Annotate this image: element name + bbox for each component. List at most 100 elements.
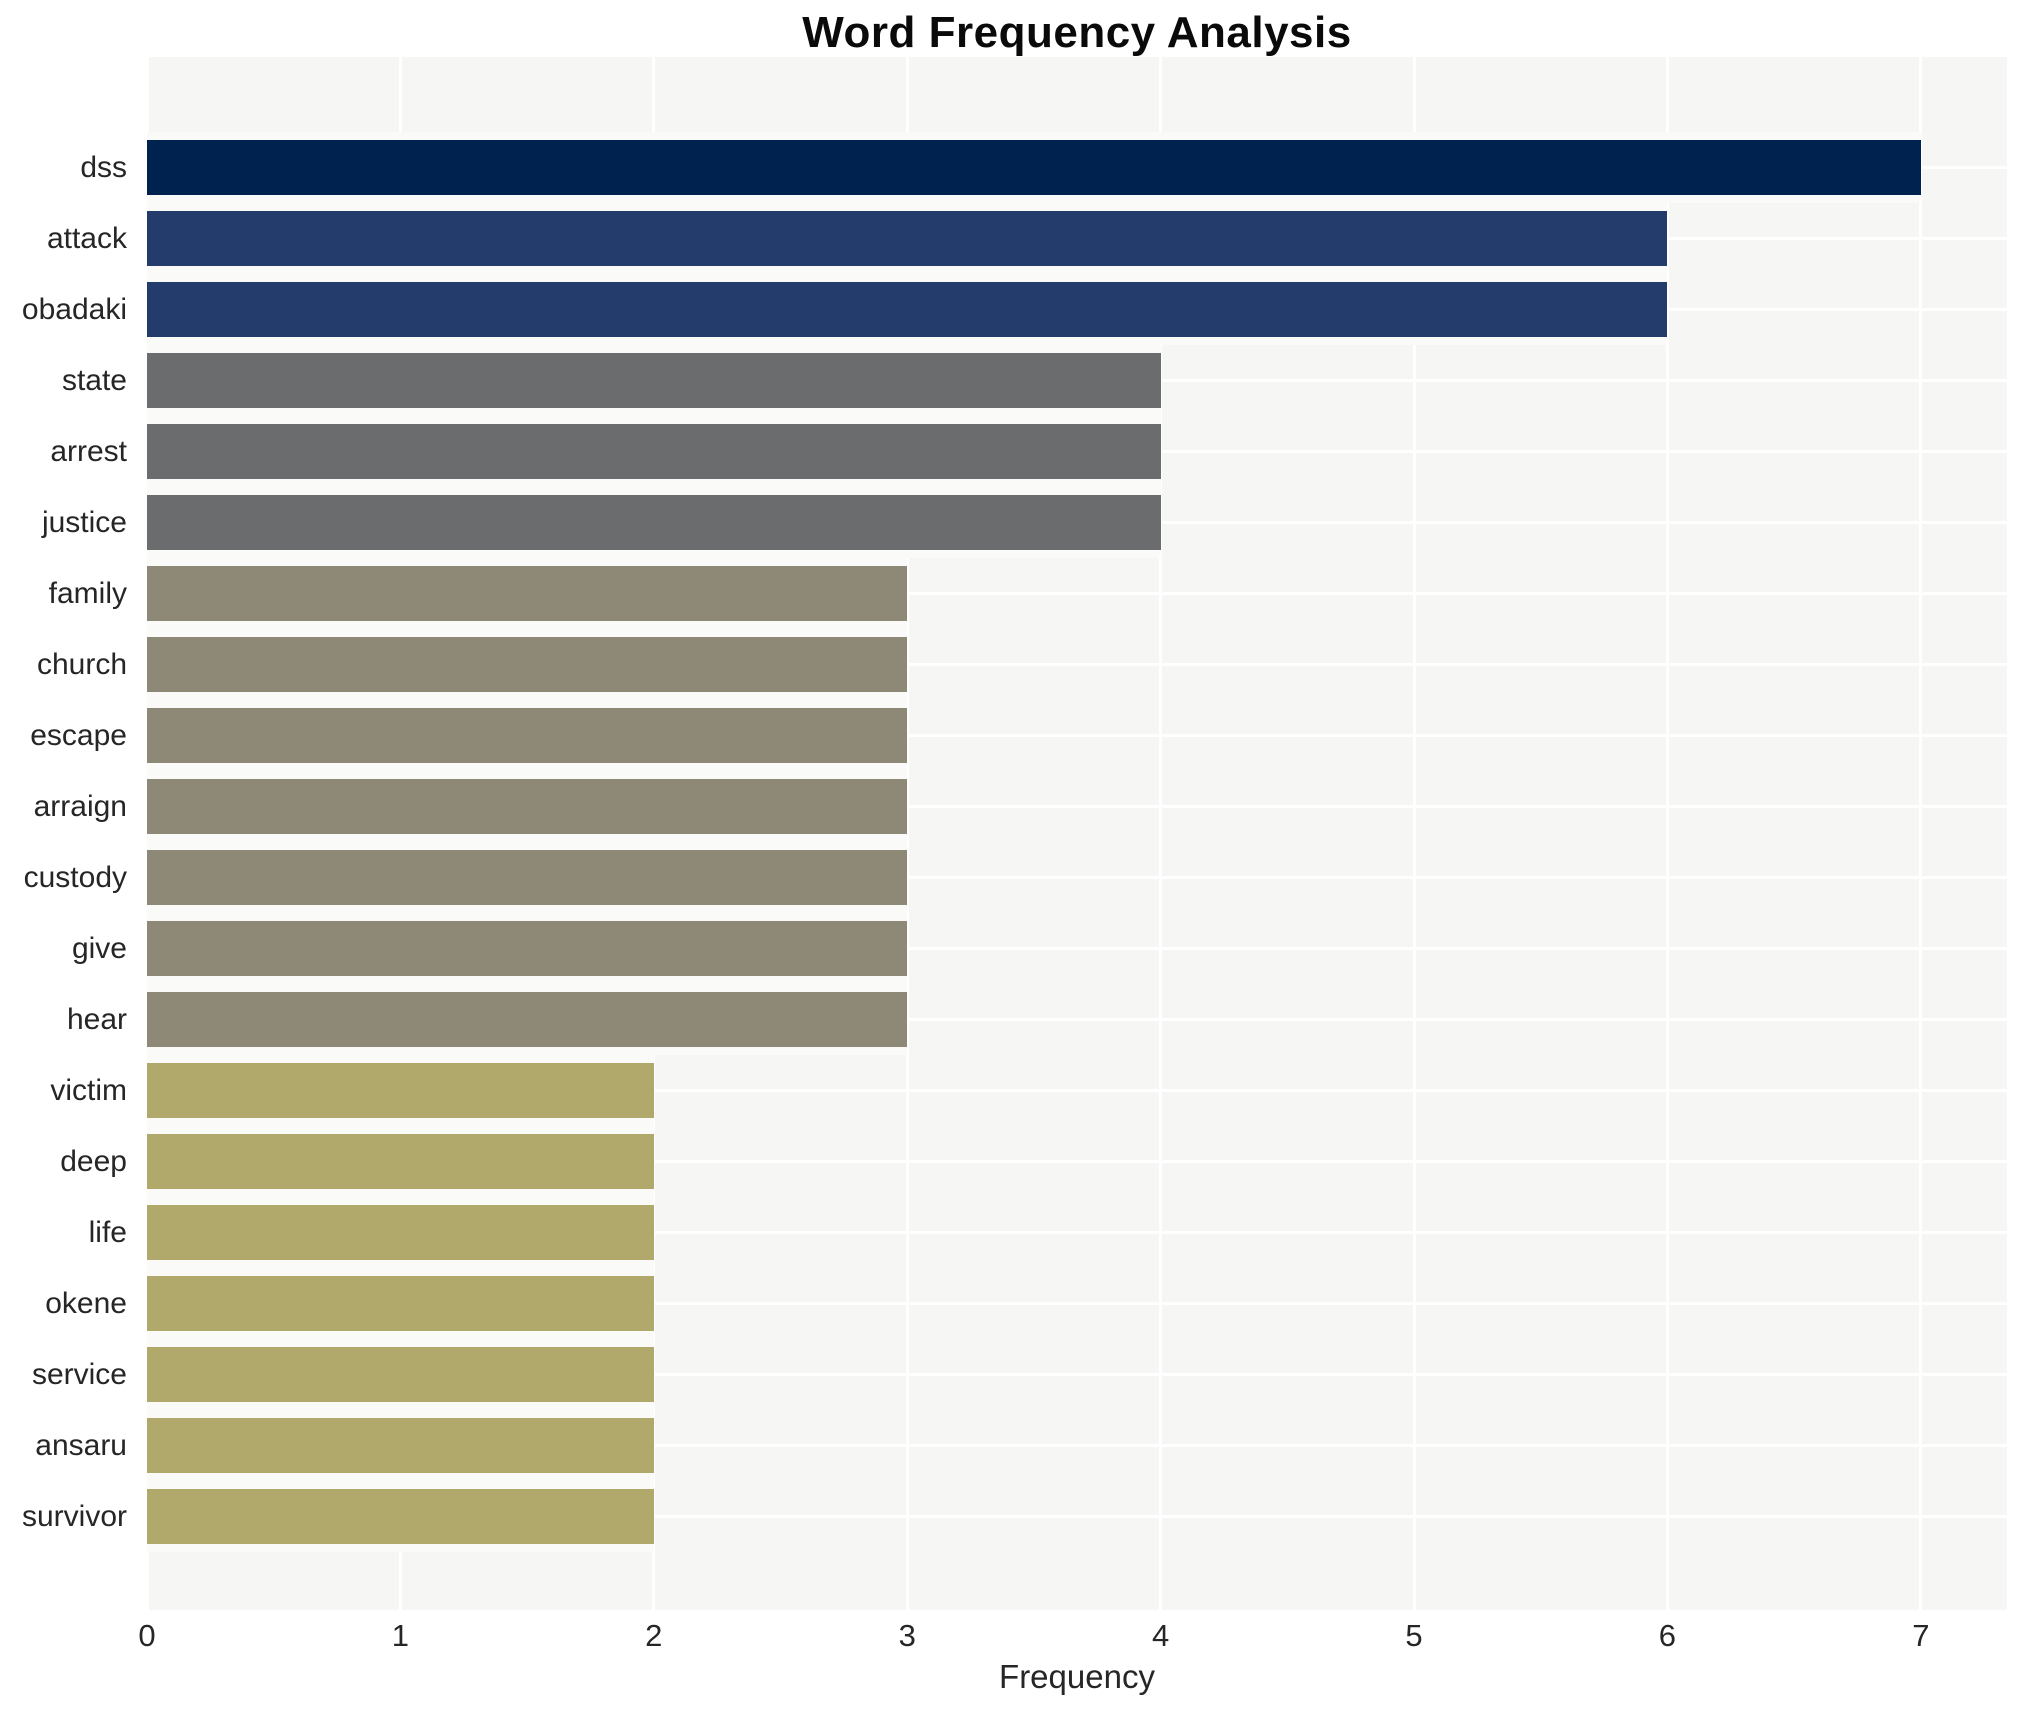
bar-attack [147, 211, 1668, 266]
bar-row [147, 629, 2007, 700]
x-axis-label: Frequency [999, 1658, 1155, 1695]
bar-row [147, 1410, 2007, 1481]
category-label-attack: attack [46, 222, 127, 255]
bar-dss [147, 140, 1921, 195]
bar-track [147, 1197, 654, 1268]
bar-track [147, 487, 1161, 558]
gridline-horizontal [147, 1515, 2007, 1518]
category-label-dss: dss [80, 151, 127, 184]
bar-escape [147, 708, 908, 763]
bar-row [147, 487, 2007, 558]
bar-arraign [147, 779, 908, 834]
x-tick-label-1: 1 [391, 1618, 410, 1653]
bar-row [147, 1197, 2007, 1268]
bar-hear [147, 992, 908, 1047]
bar-row [147, 274, 2007, 345]
bar-row [147, 416, 2007, 487]
bar-track [147, 274, 1668, 345]
category-label-custody: custody [23, 861, 127, 894]
bar-track [147, 1339, 654, 1410]
bar-track [147, 1410, 654, 1481]
bar-track [147, 1126, 654, 1197]
bar-ansaru [147, 1418, 654, 1473]
category-label-life: life [88, 1216, 127, 1249]
x-tick-label-3: 3 [898, 1618, 916, 1653]
bar-track [147, 913, 908, 984]
gridline-horizontal [147, 1160, 2007, 1163]
bar-row [147, 1339, 2007, 1410]
category-label-church: church [36, 648, 127, 681]
bar-row [147, 1481, 2007, 1552]
bar-row [147, 700, 2007, 771]
x-tick-label-7: 7 [1912, 1618, 1930, 1653]
bar-track [147, 629, 908, 700]
bar-give [147, 921, 908, 976]
category-label-service: service [31, 1358, 127, 1391]
gridline-vertical [1665, 57, 1669, 1610]
x-tick-label-5: 5 [1405, 1618, 1423, 1653]
gridline-horizontal [147, 1018, 2007, 1021]
gridline-horizontal [147, 663, 2007, 666]
bar-row [147, 984, 2007, 1055]
x-tick-label-2: 2 [645, 1618, 663, 1653]
bar-state [147, 353, 1161, 408]
bar-custody [147, 850, 908, 905]
gridline-vertical [1159, 57, 1163, 1610]
bar-track [147, 984, 908, 1055]
x-tick-label-6: 6 [1658, 1618, 1677, 1653]
bar-deep [147, 1134, 654, 1189]
category-label-okene: okene [45, 1287, 127, 1320]
bar-track [147, 1055, 654, 1126]
bar-okene [147, 1276, 654, 1331]
gridline-horizontal [147, 734, 2007, 737]
bar-church [147, 637, 908, 692]
bar-life [147, 1205, 654, 1260]
category-label-hear: hear [66, 1003, 127, 1036]
bar-track [147, 558, 908, 629]
bar-track [147, 345, 1161, 416]
gridline-horizontal [147, 1231, 2007, 1234]
bar-row [147, 842, 2007, 913]
plot-area [145, 57, 2007, 1610]
chart-title: Word Frequency Analysis [802, 8, 1352, 57]
gridline-vertical [905, 57, 909, 1610]
category-label-give: give [71, 932, 127, 965]
category-label-justice: justice [41, 506, 127, 539]
gridline-horizontal [147, 876, 2007, 879]
x-axis-ticks: 0 1 2 3 4 5 6 7 [138, 1610, 2007, 1654]
bar-row [147, 913, 2007, 984]
category-label-obadaki: obadaki [21, 293, 127, 326]
gridline-horizontal [147, 805, 2007, 808]
bar-track [147, 842, 908, 913]
category-label-deep: deep [60, 1145, 127, 1178]
bar-track [147, 1481, 654, 1552]
category-label-arrest: arrest [50, 435, 127, 468]
bar-row [147, 1055, 2007, 1126]
bar-track [147, 700, 908, 771]
gridline-horizontal [147, 592, 2007, 595]
gridline-vertical [1919, 57, 1923, 1610]
bar-track [147, 771, 908, 842]
bar-victim [147, 1063, 654, 1118]
bar-row [147, 1268, 2007, 1339]
gridline-vertical [1412, 57, 1416, 1610]
bar-row [147, 558, 2007, 629]
gridline-horizontal [147, 1373, 2007, 1376]
gridline-horizontal [147, 1089, 2007, 1092]
category-label-arraign: arraign [33, 790, 127, 823]
x-tick-label-4: 4 [1151, 1618, 1170, 1653]
category-label-ansaru: ansaru [35, 1429, 127, 1462]
bar-obadaki [147, 282, 1668, 337]
bar-track [147, 132, 1921, 203]
y-axis-labels: dss attack obadaki state arrest justice family… [0, 57, 137, 1610]
category-label-escape: escape [30, 719, 127, 752]
bar-row [147, 771, 2007, 842]
x-tick-label-0: 0 [138, 1618, 156, 1653]
bar-survivor [147, 1489, 654, 1544]
bar-track [147, 1268, 654, 1339]
gridline-horizontal [147, 1302, 2007, 1305]
gridline-horizontal [147, 1444, 2007, 1447]
bar-family [147, 566, 908, 621]
category-label-victim: victim [50, 1074, 127, 1107]
